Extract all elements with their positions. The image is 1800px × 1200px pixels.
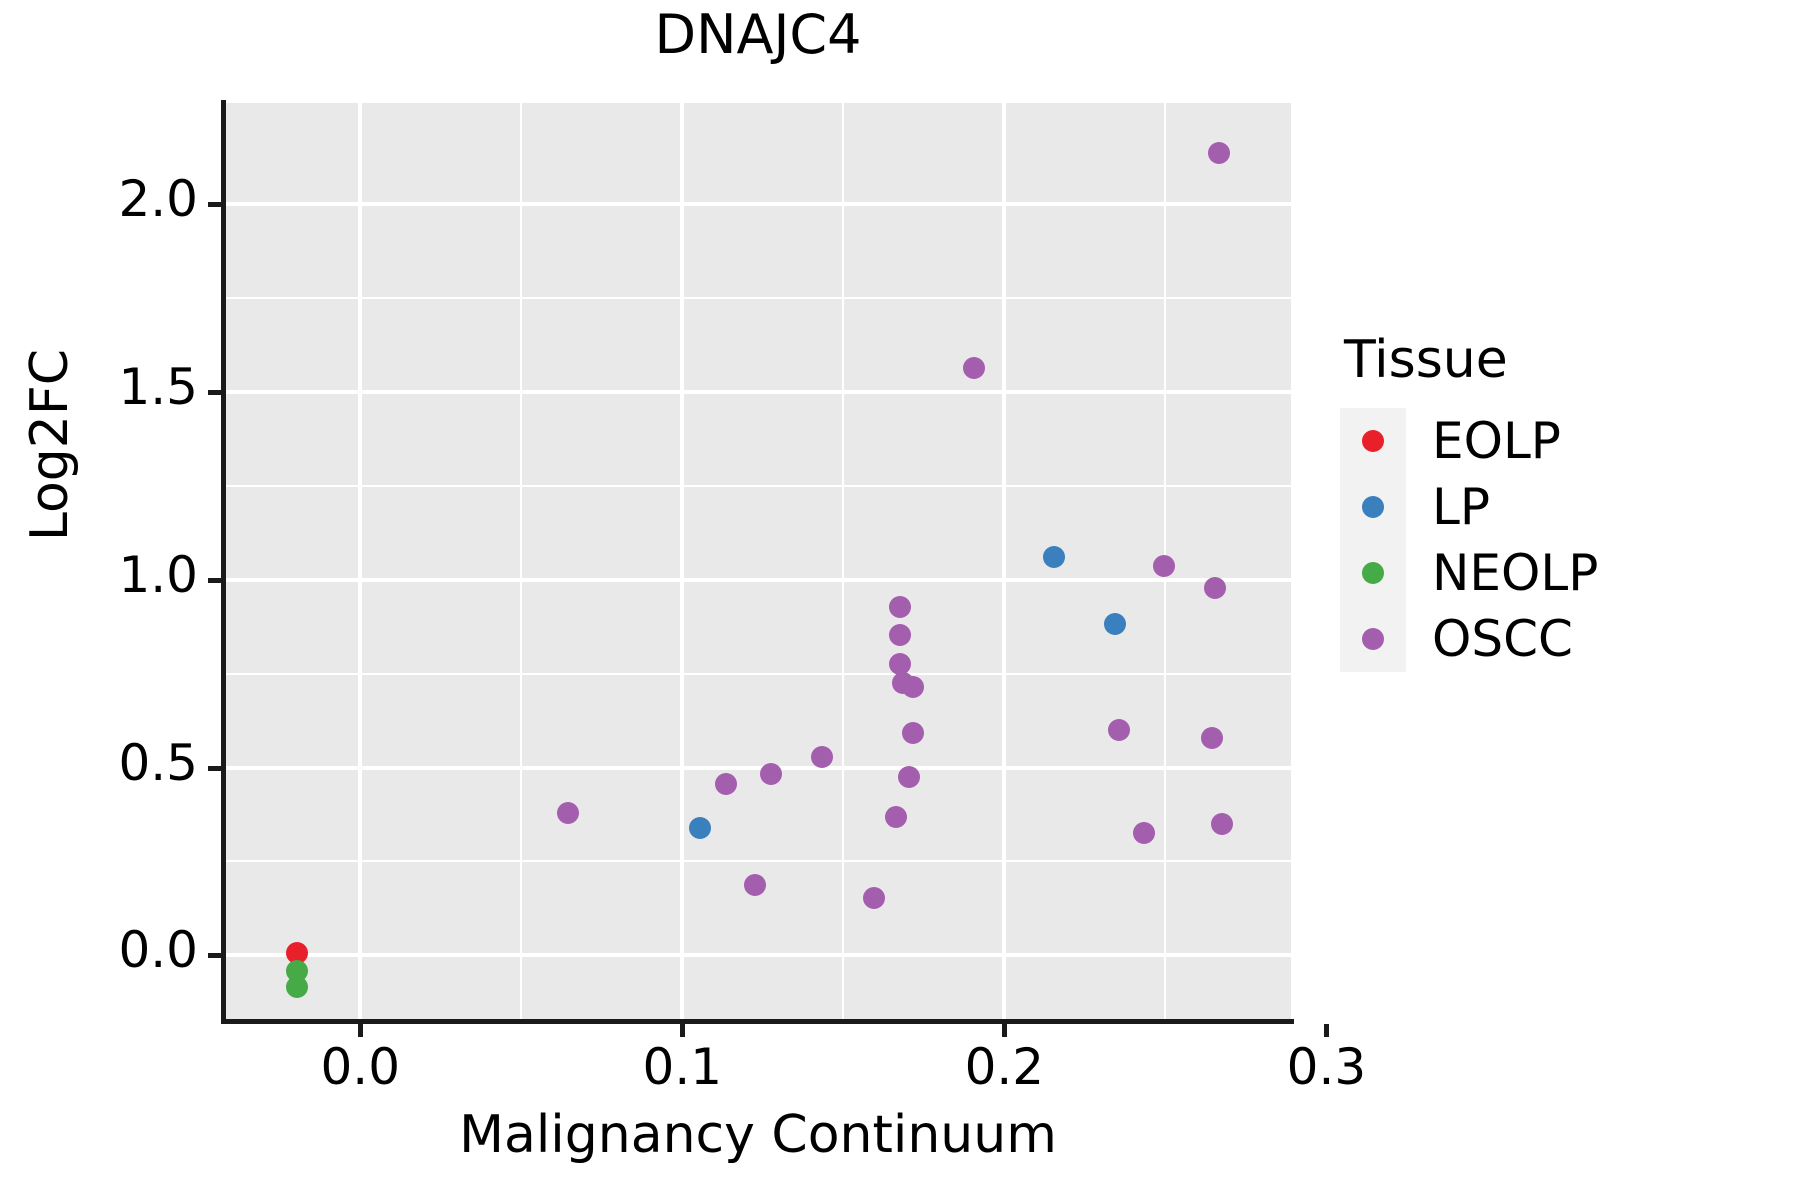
data-point-oscc[interactable] xyxy=(811,746,834,769)
data-point-oscc[interactable] xyxy=(888,653,911,676)
data-point-oscc[interactable] xyxy=(862,887,885,910)
y-axis-tick xyxy=(208,390,221,396)
x-axis-tick xyxy=(358,1024,364,1037)
data-point-oscc[interactable] xyxy=(1201,727,1224,750)
x-axis-tick xyxy=(680,1024,686,1037)
gridline-minor-horizontal xyxy=(225,297,1291,300)
data-point-oscc[interactable] xyxy=(901,722,924,745)
data-point-oscc[interactable] xyxy=(888,595,911,618)
x-axis-title: Malignancy Continuum xyxy=(459,1105,1057,1165)
x-axis-tick-label: 0.3 xyxy=(1286,1038,1367,1096)
data-point-neolp[interactable] xyxy=(286,976,309,999)
legend-key-swatch xyxy=(1340,408,1406,474)
gridline-minor-horizontal xyxy=(225,860,1291,863)
legend-dot-icon xyxy=(1362,496,1384,518)
gridline-minor-horizontal xyxy=(225,484,1291,487)
gridline-major-vertical xyxy=(680,103,685,1021)
page-title: DNAJC4 xyxy=(654,3,862,66)
legend-item-eolp[interactable]: EOLP xyxy=(1340,408,1780,474)
y-axis-tick-label: 1.0 xyxy=(118,545,198,604)
plot-panel xyxy=(225,103,1291,1021)
data-point-oscc[interactable] xyxy=(759,762,782,785)
legend-item-oscc[interactable]: OSCC xyxy=(1340,606,1780,672)
data-point-lp[interactable] xyxy=(689,817,712,840)
legend-key-swatch xyxy=(1340,540,1406,606)
data-point-oscc[interactable] xyxy=(743,873,766,896)
x-axis-line xyxy=(221,1019,1294,1024)
x-axis-tick xyxy=(1002,1024,1008,1037)
data-point-lp[interactable] xyxy=(1043,545,1066,568)
legend-item-label: LP xyxy=(1432,478,1491,536)
gridline-minor-vertical xyxy=(842,103,845,1021)
data-point-oscc[interactable] xyxy=(1207,141,1230,164)
y-axis-tick-label: 0.5 xyxy=(118,733,198,792)
y-axis-tick-label: 0.0 xyxy=(118,921,198,980)
data-point-oscc[interactable] xyxy=(962,356,985,379)
gridline-major-horizontal xyxy=(225,765,1291,770)
legend: Tissue EOLP LP NEOLP OSCC xyxy=(1340,330,1780,672)
gridline-major-horizontal xyxy=(225,390,1291,395)
legend-item-neolp[interactable]: NEOLP xyxy=(1340,540,1780,606)
legend-item-lp[interactable]: LP xyxy=(1340,474,1780,540)
y-axis-tick xyxy=(208,953,221,959)
legend-item-label: OSCC xyxy=(1432,610,1573,668)
data-point-oscc[interactable] xyxy=(1107,718,1130,741)
legend-item-label: EOLP xyxy=(1432,412,1561,470)
y-axis-tick xyxy=(208,202,221,208)
legend-key-swatch xyxy=(1340,474,1406,540)
data-point-eolp[interactable] xyxy=(286,942,309,965)
y-axis-line xyxy=(221,100,226,1024)
gridline-major-vertical xyxy=(358,103,363,1021)
y-axis-tick-label: 1.5 xyxy=(118,358,198,417)
x-axis-tick-label: 0.0 xyxy=(320,1038,401,1096)
data-point-oscc[interactable] xyxy=(885,806,908,829)
y-axis-tick-label: 2.0 xyxy=(118,170,198,229)
legend-items: EOLP LP NEOLP OSCC xyxy=(1340,408,1780,672)
legend-dot-icon xyxy=(1362,562,1384,584)
data-point-oscc[interactable] xyxy=(1210,812,1233,835)
data-point-oscc[interactable] xyxy=(1152,555,1175,578)
data-point-oscc[interactable] xyxy=(888,624,911,647)
data-point-oscc[interactable] xyxy=(714,773,737,796)
x-axis-tick-label: 0.1 xyxy=(642,1038,723,1096)
gridline-major-vertical xyxy=(1002,103,1007,1021)
gridline-major-horizontal xyxy=(225,577,1291,582)
legend-dot-icon xyxy=(1362,430,1384,452)
gridline-major-horizontal xyxy=(225,202,1291,207)
legend-key-swatch xyxy=(1340,606,1406,672)
legend-dot-icon xyxy=(1362,628,1384,650)
gridline-major-horizontal xyxy=(225,953,1291,958)
y-axis-title: Log2FC xyxy=(20,348,80,542)
x-axis-tick xyxy=(1324,1024,1330,1037)
y-axis-tick xyxy=(208,577,221,583)
data-point-oscc[interactable] xyxy=(1204,577,1227,600)
y-axis-tick xyxy=(208,765,221,771)
data-point-oscc[interactable] xyxy=(901,676,924,699)
legend-item-label: NEOLP xyxy=(1432,544,1599,602)
data-point-oscc[interactable] xyxy=(1133,821,1156,844)
data-point-lp[interactable] xyxy=(1104,612,1127,635)
gridline-minor-vertical xyxy=(520,103,523,1021)
data-point-oscc[interactable] xyxy=(556,802,579,825)
gridline-minor-horizontal xyxy=(225,672,1291,675)
x-axis-tick-label: 0.2 xyxy=(964,1038,1045,1096)
data-point-oscc[interactable] xyxy=(898,765,921,788)
legend-title: Tissue xyxy=(1344,330,1508,390)
